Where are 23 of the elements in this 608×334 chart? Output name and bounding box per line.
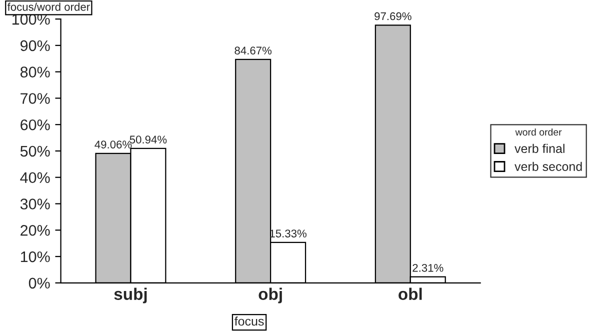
y-tick-label: 0% — [28, 278, 50, 289]
y-tick-label: 40% — [20, 172, 50, 184]
data-label: 49.06% — [94, 140, 132, 148]
x-tick-label: obl — [398, 288, 422, 300]
y-tick-label: 70% — [20, 93, 50, 104]
y-tick-label: 80% — [20, 66, 50, 78]
chart-title: focus/word order — [7, 2, 90, 11]
x-tick-label: obj — [258, 288, 282, 304]
data-label: 50.94% — [130, 136, 167, 144]
y-tick-label: 30% — [20, 198, 50, 210]
x-axis-title: focus — [234, 316, 264, 326]
legend-label: verb second — [514, 162, 582, 171]
data-label: 2.31% — [412, 264, 444, 272]
legend-title: word order — [515, 128, 562, 136]
y-tick-label: 10% — [20, 251, 50, 262]
y-tick-label: 60% — [20, 119, 50, 130]
data-label: 97.69% — [374, 12, 412, 20]
y-tick-label: 50% — [20, 146, 50, 157]
y-tick-label: 20% — [20, 224, 50, 236]
legend-label: verb final — [514, 144, 564, 154]
y-tick-label: 90% — [20, 40, 50, 52]
data-label: 84.67% — [234, 46, 272, 55]
x-tick-label: subj — [114, 288, 147, 304]
